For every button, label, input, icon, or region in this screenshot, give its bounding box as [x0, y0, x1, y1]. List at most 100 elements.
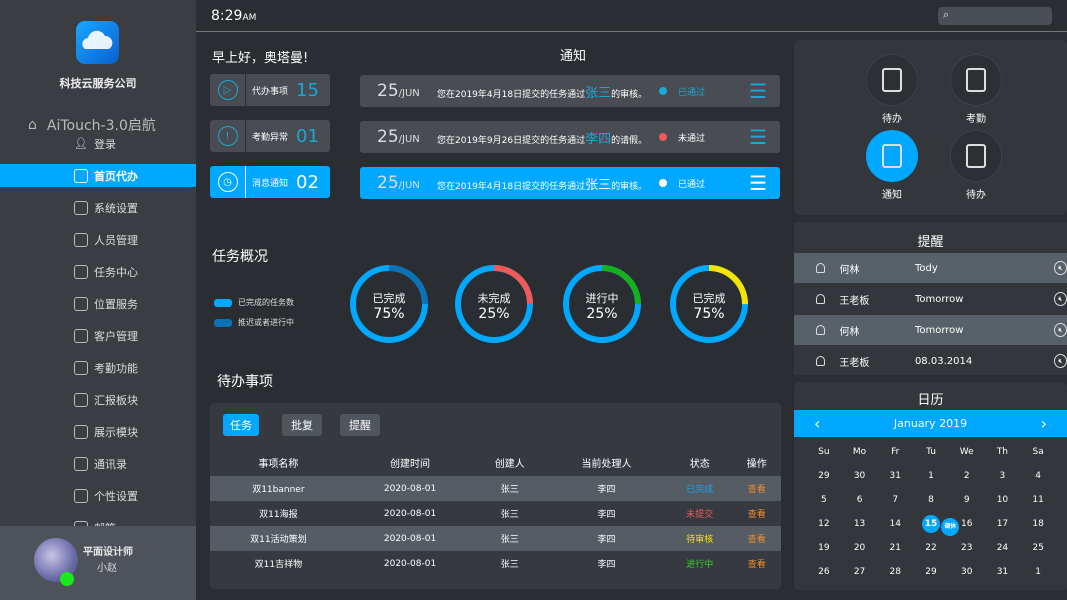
- calendar-day[interactable]: 8: [928, 495, 934, 505]
- sidebar-item-10[interactable]: 个性设置: [0, 484, 196, 507]
- mute-icon[interactable]: 🔇︎: [1053, 323, 1067, 337]
- calendar-day[interactable]: 20: [853, 543, 866, 553]
- weekday-label: Sa: [1032, 447, 1044, 457]
- calendar-day[interactable]: 22: [925, 543, 937, 553]
- reminder-item[interactable]: 王老板 Tomorrow 🔇︎: [794, 284, 1067, 314]
- view-link[interactable]: 查看: [747, 560, 766, 570]
- notice-item[interactable]: 25/JUN 您在2019年4月18日提交的任务通过张三的审核。 已通过 ☰: [360, 75, 780, 107]
- quick-action-0[interactable]: [866, 54, 918, 106]
- tab-tasks[interactable]: 任务: [223, 414, 259, 436]
- calendar-day[interactable]: 27: [853, 567, 866, 577]
- quick-action-1[interactable]: [950, 54, 1002, 106]
- calendar-day[interactable]: 31: [889, 471, 901, 481]
- brand[interactable]: ⌂ AiTouch-3.0启航: [28, 117, 156, 134]
- mute-icon[interactable]: 🔇︎: [1053, 261, 1067, 275]
- calendar-day[interactable]: 23: [960, 543, 973, 553]
- table-row[interactable]: 双11海报 2020-08-01 张三 李四 未提交 查看: [210, 501, 781, 526]
- calendar-grid: Su Mo Fr Tu We Th Sa 29 30 31 1 2 3 4 5 6 7 8 9 10 11 12 13 14 1…: [806, 440, 1056, 584]
- calendar-day[interactable]: 28: [889, 567, 901, 577]
- search-input[interactable]: ⌕: [938, 7, 1052, 25]
- menu-icon[interactable]: ☰: [749, 171, 767, 195]
- user-card[interactable]: 平面设计师 小赵: [0, 526, 196, 600]
- sidebar-item-9[interactable]: 通讯录: [0, 452, 196, 475]
- clock-icon: ◷: [217, 172, 238, 192]
- quick-action-label: 待办: [882, 114, 902, 125]
- table-row[interactable]: 双11banner 2020-08-01 张三 李四 已完成 查看: [210, 476, 781, 501]
- chevron-right-icon[interactable]: ›: [1040, 414, 1047, 433]
- status-dot: [659, 179, 667, 187]
- view-link[interactable]: 查看: [732, 526, 781, 551]
- stat-card[interactable]: ◷ 消息通知 02: [210, 166, 330, 198]
- calendar-day[interactable]: 29: [818, 471, 830, 481]
- quick-action-2[interactable]: [866, 130, 918, 182]
- legend-swatch: [214, 298, 232, 307]
- calendar-day[interactable]: 14: [889, 519, 901, 529]
- mute-icon[interactable]: 🔇︎: [1053, 354, 1067, 368]
- calendar-day[interactable]: 19: [818, 543, 830, 553]
- mute-icon[interactable]: 🔇︎: [1053, 292, 1067, 306]
- sidebar-item-7[interactable]: 汇报板块: [0, 388, 196, 411]
- calendar-day[interactable]: 6: [856, 495, 863, 505]
- notice-item[interactable]: 25/JUN 您在2019年4月18日提交的任务通过张三的审核。 已通过 ☰: [360, 167, 780, 199]
- sidebar-item-2[interactable]: 人员管理: [0, 228, 196, 251]
- quick-action-3[interactable]: [950, 130, 1002, 182]
- calendar-day[interactable]: 1: [1035, 567, 1041, 577]
- sidebar-item-3[interactable]: 任务中心: [0, 260, 196, 283]
- menu-icon[interactable]: ☰: [749, 125, 767, 149]
- reminder-item[interactable]: 何林 Tody 🔇︎: [794, 253, 1067, 283]
- sidebar-item-0[interactable]: 首页代办: [0, 164, 196, 187]
- donut-segment: [350, 265, 428, 343]
- tab-reminders[interactable]: 提醒: [340, 414, 380, 436]
- notice-message: 您在2019年4月18日提交的任务通过张三的审核。: [437, 85, 648, 101]
- calendar-day[interactable]: 5: [820, 495, 827, 505]
- sidebar-item-4[interactable]: 位置服务: [0, 292, 196, 315]
- calendar-day[interactable]: 9: [963, 495, 970, 505]
- notice-item[interactable]: 25/JUN 您在2019年9月26日提交的任务通过李四的请假。 未通过 ☰: [360, 121, 780, 153]
- calendar-day[interactable]: 11: [1032, 495, 1044, 505]
- stat-card[interactable]: ▷ 代办事项 15: [210, 74, 330, 106]
- calendar-day[interactable]: 2: [963, 471, 970, 481]
- sidebar-item-1[interactable]: 系统设置: [0, 196, 196, 219]
- todo-panel: 任务 批复 提醒 事项名称 创建时间 创建人 当前处理人 状态 操作 双11banner 20…: [210, 403, 781, 589]
- calendar-day[interactable]: 12: [818, 519, 830, 529]
- reminder-item[interactable]: 王老板 08.03.2014 🔇︎: [794, 346, 1067, 376]
- notice-date: 25/JUN: [377, 127, 420, 147]
- calendar-day[interactable]: 30: [853, 471, 866, 481]
- view-link[interactable]: 查看: [732, 476, 781, 501]
- donut-label: 已完成 75%: [692, 292, 726, 322]
- calendar-day[interactable]: 17: [996, 519, 1009, 529]
- home-icon: ⌂: [28, 117, 37, 133]
- calendar-day[interactable]: 16: [960, 519, 973, 529]
- calendar-day[interactable]: 24: [996, 543, 1009, 553]
- calendar-day[interactable]: 7: [892, 495, 899, 505]
- calendar-day[interactable]: 31: [996, 567, 1009, 577]
- calendar-day[interactable]: 25: [1032, 543, 1044, 553]
- sidebar-item-6[interactable]: 考勤功能: [0, 356, 196, 379]
- calendar-month: January 2019: [893, 417, 968, 430]
- sidebar-item-5[interactable]: 客户管理: [0, 324, 196, 347]
- reminder-item[interactable]: 何林 Tomorrow 🔇︎: [794, 315, 1067, 345]
- calendar-day[interactable]: 1: [928, 471, 934, 481]
- calendar-day[interactable]: 4: [1035, 471, 1041, 481]
- tab-replies[interactable]: 批复: [282, 414, 322, 436]
- calendar-day[interactable]: 10: [996, 495, 1009, 505]
- table-row[interactable]: 双11活动策划 2020-08-01 张三 李四 待审核 查看: [210, 526, 781, 551]
- menu-icon[interactable]: ☰: [749, 79, 767, 103]
- view-link[interactable]: 查看: [747, 510, 766, 520]
- login-link[interactable]: 👤︎ 登录: [74, 137, 116, 151]
- calendar-day[interactable]: 21: [889, 543, 901, 553]
- status-dot: [659, 133, 667, 141]
- table-row[interactable]: 双11吉祥物 2020-08-01 张三 李四 进行中 查看: [210, 551, 781, 576]
- calendar-day[interactable]: 30: [960, 567, 973, 577]
- sidebar-item-8[interactable]: 展示模块: [0, 420, 196, 443]
- chevron-left-icon[interactable]: ‹: [814, 414, 821, 433]
- stat-card[interactable]: ! 考勤异常 01: [210, 120, 330, 152]
- calendar-day[interactable]: 13: [853, 519, 866, 529]
- calendar-day[interactable]: 15 调休: [913, 512, 960, 536]
- search-icon: ⌕: [943, 8, 950, 21]
- calendar-day[interactable]: 29: [925, 567, 937, 577]
- calendar-day[interactable]: 3: [999, 471, 1006, 481]
- calendar-day[interactable]: 26: [818, 567, 830, 577]
- calendar-day[interactable]: 18: [1032, 519, 1044, 529]
- column-header: 创建人: [494, 458, 525, 470]
